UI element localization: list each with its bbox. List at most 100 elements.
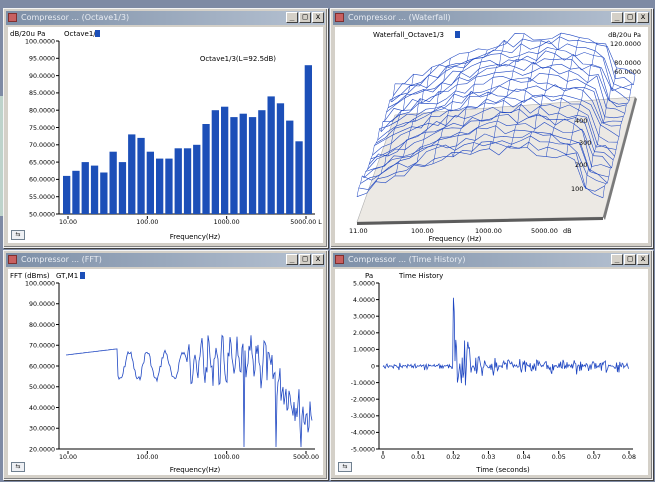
waterfall-col-line <box>583 67 617 190</box>
scroll-thumb-icon[interactable]: ⇆ <box>338 462 352 472</box>
waterfall-col-line <box>508 39 543 149</box>
x-tick-label: 5000.00 <box>293 454 319 461</box>
x-tick-label: 0.04 <box>517 454 531 461</box>
y-axis-label: dB/20u Pa <box>10 30 45 38</box>
y-tick-label: 85.0000 <box>29 90 55 97</box>
y-tick: 200 <box>575 161 587 169</box>
bar <box>137 137 145 214</box>
waterfall-chart: Waterfall_Octave1/3 dB/20u Pa 120.0000 8… <box>349 31 641 243</box>
maximize-button[interactable]: □ <box>299 254 311 265</box>
waterfall-col-line <box>432 52 470 164</box>
waterfall-row-line <box>384 61 627 122</box>
y-tick-label: 65.0000 <box>29 159 55 166</box>
close-button[interactable]: x <box>312 12 324 23</box>
legend-swatch <box>455 31 460 38</box>
close-button[interactable]: x <box>637 12 649 23</box>
bar <box>211 110 219 214</box>
x-tick: 1000.00 <box>475 227 502 235</box>
waterfall-chart-area[interactable]: Waterfall_Octave1/3 dB/20u Pa 120.0000 8… <box>335 27 648 243</box>
waterfall-floor-side <box>603 97 637 220</box>
window-title: Compressor ... (Time History) <box>348 255 466 264</box>
bar <box>193 144 201 214</box>
time-history-window[interactable]: Compressor ... (Time History) _ □ x Pa T… <box>330 250 653 480</box>
x-tick-label: 1000.00 <box>214 454 240 461</box>
y-tick-label: 80.0000 <box>29 108 55 115</box>
x-axis-label: Frequency(Hz) <box>170 233 221 241</box>
y-tick-label: 4.0000 <box>353 297 375 304</box>
x-tick-label: 10.00 <box>59 454 77 461</box>
y-tick-label: 70.0000 <box>29 142 55 149</box>
maximize-button[interactable]: □ <box>624 12 636 23</box>
waterfall-row-line <box>362 131 608 184</box>
x-axis-label: Frequency (Hz) <box>429 235 482 243</box>
bar <box>230 117 238 214</box>
bar <box>63 175 71 214</box>
y-axis-label: Pa <box>365 272 373 280</box>
bar <box>72 170 80 215</box>
x-tick-label: 0 <box>381 454 385 461</box>
x-tick: 100.00 <box>411 227 434 235</box>
app-icon <box>8 13 17 22</box>
time-chart-area[interactable]: Pa Time History Time (seconds) 5.0000 4.0… <box>335 269 648 475</box>
close-button[interactable]: x <box>312 254 324 265</box>
y-tick-label: 100.0000 <box>25 38 55 45</box>
x-tick-label: 0.03 <box>481 454 495 461</box>
scroll-thumb-icon[interactable]: ⇆ <box>11 230 25 240</box>
waterfall-col-line <box>413 58 451 166</box>
scroll-thumb-icon[interactable]: ⇆ <box>11 462 25 472</box>
octave-window[interactable]: Compressor ... (Octave1/3) _ □ x dB/20u … <box>3 8 328 248</box>
waterfall-row-line <box>393 36 634 96</box>
legend-label: Waterfall_Octave1/3 <box>373 31 444 39</box>
y-tick-label: -1.0000 <box>351 380 375 387</box>
waterfall-titlebar[interactable]: Compressor ... (Waterfall) _ □ x <box>333 11 650 25</box>
waterfall-row-line <box>382 67 625 122</box>
x-tick-label: 0.01 <box>411 454 425 461</box>
bar <box>258 110 266 214</box>
legend-swatch <box>80 272 85 279</box>
minimize-button[interactable]: _ <box>611 12 623 23</box>
y-tick-label: 50.0000 <box>29 211 55 218</box>
bar <box>128 134 136 214</box>
z-axis-label: dB/20u Pa <box>608 31 641 39</box>
octave-titlebar[interactable]: Compressor ... (Octave1/3) _ □ x <box>6 11 325 25</box>
close-button[interactable]: x <box>637 254 649 265</box>
y-tick-label: 55.0000 <box>29 194 55 201</box>
octave-chart-area[interactable]: dB/20u Pa Octave1/3 Octave1/3(L=92.5dB) … <box>8 27 323 243</box>
x-tick: 11.00 <box>349 227 368 235</box>
waterfall-window[interactable]: Compressor ... (Waterfall) _ □ x Waterfa… <box>330 8 653 248</box>
maximize-button[interactable]: □ <box>624 254 636 265</box>
x-axis-label: Time (seconds) <box>475 466 530 474</box>
time-history-titlebar[interactable]: Compressor ... (Time History) _ □ x <box>333 253 650 267</box>
fft-window[interactable]: Compressor ... (FFT) _ □ x FFT (dBms) GT… <box>3 250 328 480</box>
bar <box>248 117 257 214</box>
waterfall-row-line <box>368 108 614 165</box>
minimize-button[interactable]: _ <box>611 254 623 265</box>
time-series-line <box>382 297 629 386</box>
y-tick-label: 60.0000 <box>29 363 55 370</box>
waterfall-surface <box>356 32 636 199</box>
x-tick-label: 0.05 <box>552 454 566 461</box>
bar <box>90 165 99 214</box>
fft-chart-area[interactable]: FFT (dBms) GT,M1 Frequency(Hz) 100.0000 9… <box>8 269 323 475</box>
x-tick-label: 100.00 <box>136 219 158 226</box>
y-tick: 400 <box>575 117 587 125</box>
waterfall-col-line <box>451 49 488 158</box>
bar <box>239 113 247 214</box>
x-axis-label: Frequency(Hz) <box>170 466 221 474</box>
waterfall-col-line <box>375 74 414 182</box>
minimize-button[interactable]: _ <box>286 12 298 23</box>
waterfall-col-line <box>489 33 525 149</box>
maximize-button[interactable]: □ <box>299 12 311 23</box>
bar <box>304 65 312 214</box>
minimize-button[interactable]: _ <box>286 254 298 265</box>
x-tick-label: 1000.00 <box>214 219 240 226</box>
y-tick-label: -4.0000 <box>351 430 375 437</box>
x-tick: 5000.00 <box>531 227 558 235</box>
window-title: Compressor ... (FFT) <box>21 255 102 264</box>
waterfall-row-line <box>365 120 611 172</box>
waterfall-row-line <box>363 125 609 179</box>
y-tick-label: 70.0000 <box>29 343 55 350</box>
legend-label: Octave1/3 <box>64 30 100 38</box>
bar <box>81 162 89 214</box>
fft-titlebar[interactable]: Compressor ... (FFT) _ □ x <box>6 253 325 267</box>
